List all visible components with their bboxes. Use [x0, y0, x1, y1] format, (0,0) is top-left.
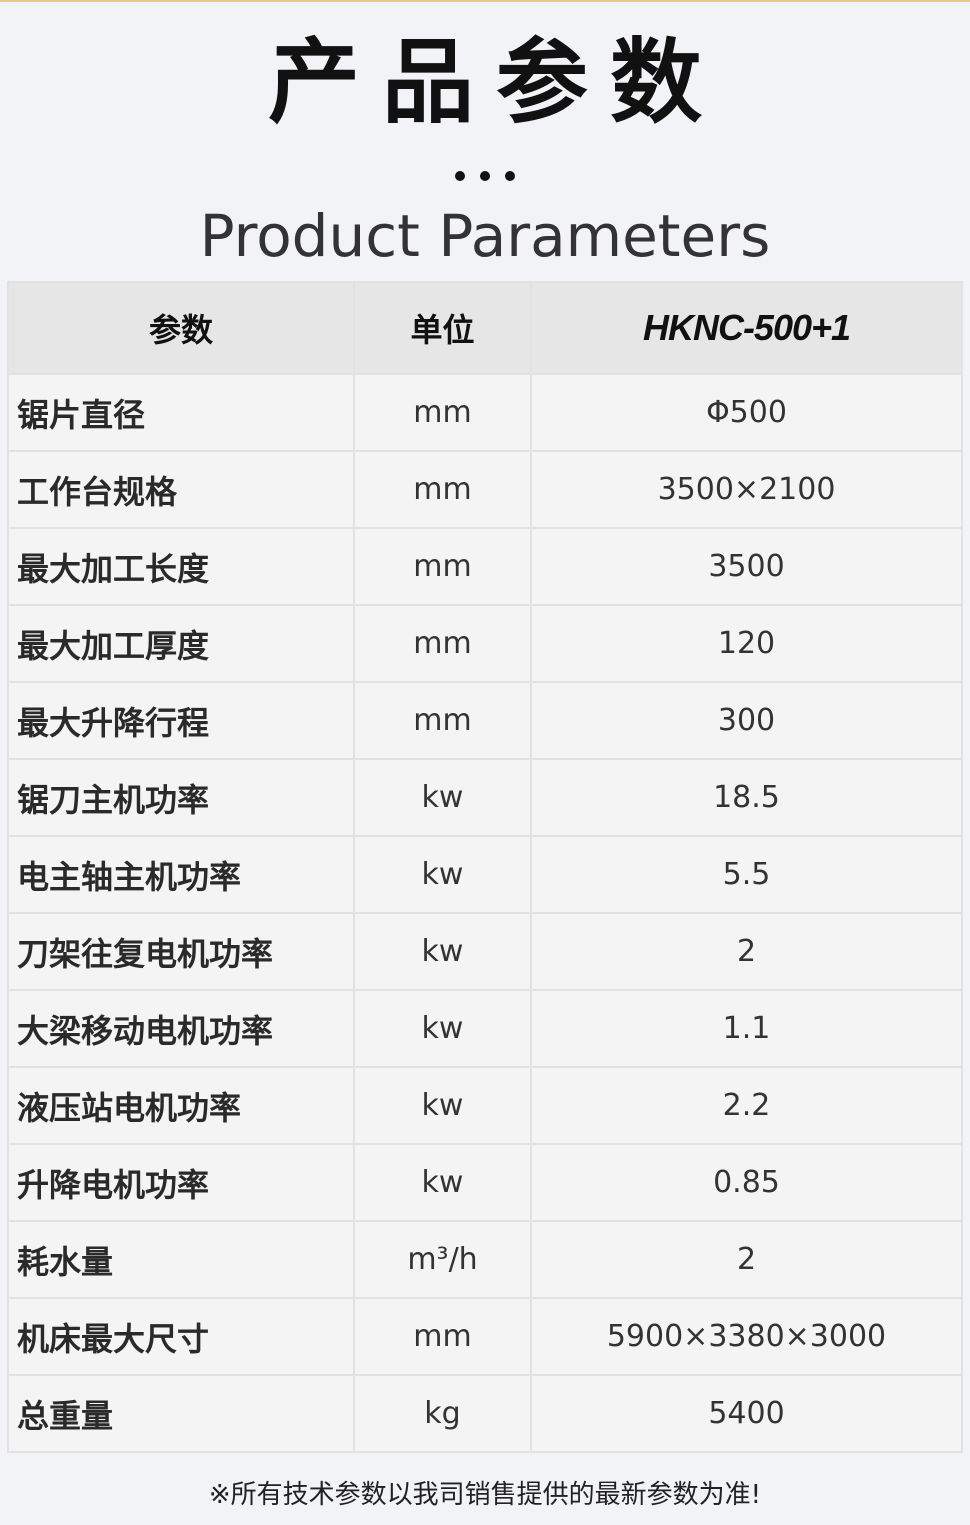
cell-param: 机床最大尺寸	[7, 1297, 355, 1376]
cell-unit: mm	[353, 527, 532, 606]
cell-unit: kw	[353, 758, 532, 837]
cell-value: 1.1	[530, 989, 963, 1068]
table-row: 大梁移动电机功率 kw 1.1	[7, 989, 963, 1068]
footnote: ※所有技术参数以我司销售提供的最新参数为准!	[208, 1480, 762, 1510]
cell-value: 3500×2100	[530, 450, 963, 529]
cell-value: 300	[530, 681, 963, 760]
table-row: 机床最大尺寸 mm 5900×3380×3000	[7, 1297, 963, 1376]
cell-unit: mm	[353, 681, 532, 760]
cell-param: 锯刀主机功率	[7, 758, 355, 837]
cell-unit: kw	[353, 1143, 532, 1222]
table-row: 工作台规格 mm 3500×2100	[7, 450, 963, 529]
cell-value: 3500	[530, 527, 963, 606]
cell-param: 工作台规格	[7, 450, 355, 529]
cell-unit: mm	[353, 604, 532, 683]
cell-unit: mm	[353, 450, 532, 529]
cell-param: 总重量	[7, 1374, 355, 1453]
table-header-row: 参数 单位 HKNC-500+1	[7, 281, 963, 375]
table-row: 升降电机功率 kw 0.85	[7, 1143, 963, 1222]
cell-value: 5.5	[530, 835, 963, 914]
cell-param: 液压站电机功率	[7, 1066, 355, 1145]
table-row: 最大加工厚度 mm 120	[7, 604, 963, 683]
page-subtitle: Product Parameters	[199, 202, 771, 270]
cell-unit: kw	[353, 1066, 532, 1145]
parameters-table: 参数 单位 HKNC-500+1 锯片直径 mm Φ500 工作台规格 mm 3500×2…	[7, 281, 963, 1453]
cell-unit: kw	[353, 912, 532, 991]
table-row: 总重量 kg 5400	[7, 1374, 963, 1453]
ellipsis-divider	[0, 171, 970, 181]
cell-unit: mm	[353, 373, 532, 452]
cell-value: Φ500	[530, 373, 963, 452]
cell-value: 2	[530, 912, 963, 991]
cell-value: 2.2	[530, 1066, 963, 1145]
cell-value: 0.85	[530, 1143, 963, 1222]
page-title: 产品参数	[267, 29, 724, 136]
table-row: 锯片直径 mm Φ500	[7, 373, 963, 452]
cell-unit: mm	[353, 1297, 532, 1376]
cell-value: 120	[530, 604, 963, 683]
table-row: 最大加工长度 mm 3500	[7, 527, 963, 606]
cell-unit: kw	[353, 835, 532, 914]
table-row: 刀架往复电机功率 kw 2	[7, 912, 963, 991]
cell-param: 大梁移动电机功率	[7, 989, 355, 1068]
header-unit: 单位	[353, 281, 532, 375]
cell-value: 2	[530, 1220, 963, 1299]
header-param: 参数	[7, 281, 355, 375]
table-row: 电主轴主机功率 kw 5.5	[7, 835, 963, 914]
cell-unit: kw	[353, 989, 532, 1068]
cell-param: 最大加工厚度	[7, 604, 355, 683]
table-row: 最大升降行程 mm 300	[7, 681, 963, 760]
cell-param: 最大升降行程	[7, 681, 355, 760]
cell-value: 18.5	[530, 758, 963, 837]
cell-param: 刀架往复电机功率	[7, 912, 355, 991]
table-row: 锯刀主机功率 kw 18.5	[7, 758, 963, 837]
cell-unit: m³/h	[353, 1220, 532, 1299]
cell-param: 最大加工长度	[7, 527, 355, 606]
cell-param: 升降电机功率	[7, 1143, 355, 1222]
cell-unit: kg	[353, 1374, 532, 1453]
table-row: 耗水量 m³/h 2	[7, 1220, 963, 1299]
cell-param: 锯片直径	[7, 373, 355, 452]
cell-param: 耗水量	[7, 1220, 355, 1299]
cell-value: 5400	[530, 1374, 963, 1453]
cell-value: 5900×3380×3000	[530, 1297, 963, 1376]
header-model: HKNC-500+1	[530, 281, 963, 375]
cell-param: 电主轴主机功率	[7, 835, 355, 914]
table-row: 液压站电机功率 kw 2.2	[7, 1066, 963, 1145]
top-accent-line	[0, 0, 970, 2]
